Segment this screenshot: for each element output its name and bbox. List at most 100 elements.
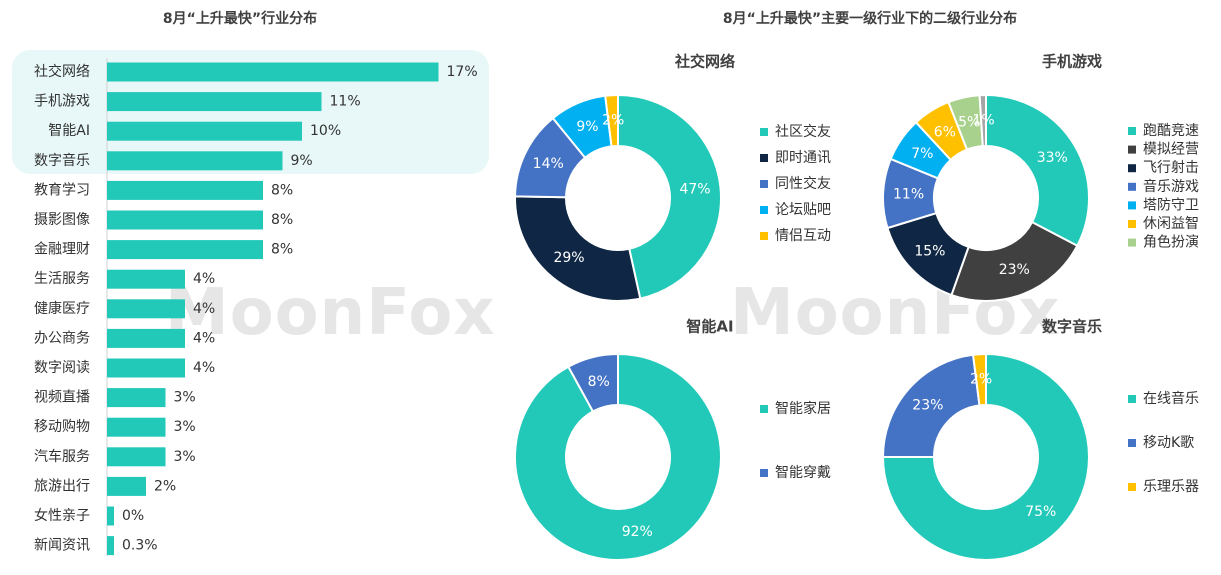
donut-slice bbox=[881, 352, 1090, 561]
donut-slice-label: 2% bbox=[970, 372, 992, 388]
donut-slice-label: 5% bbox=[958, 114, 980, 130]
bar bbox=[107, 269, 185, 289]
bar-value-label: 0.3% bbox=[122, 538, 158, 554]
donut-slice-label: 29% bbox=[553, 250, 584, 266]
legend-label: 同性交友 bbox=[775, 175, 831, 192]
legend-label: 模拟经营 bbox=[1143, 142, 1199, 158]
bar-category-label: 手机游戏 bbox=[34, 94, 90, 110]
bar bbox=[107, 328, 185, 348]
legend-swatch bbox=[1128, 395, 1136, 403]
legend-label: 飞行射击 bbox=[1143, 160, 1199, 176]
bar-category-label: 旅游出行 bbox=[34, 478, 90, 494]
donut-slice-label: 33% bbox=[1037, 150, 1068, 166]
legend-swatch bbox=[1128, 164, 1136, 173]
donut-slice-label: 2% bbox=[602, 113, 624, 129]
bar bbox=[107, 299, 185, 319]
bar-category-label: 社交网络 bbox=[34, 63, 90, 80]
bar-category-label: 数字阅读 bbox=[34, 359, 90, 376]
bar bbox=[107, 536, 114, 556]
donut-slice-label: 1% bbox=[972, 113, 994, 129]
bar-value-label: 3% bbox=[174, 390, 196, 406]
bar bbox=[107, 180, 263, 200]
donut-slice-label: 47% bbox=[679, 182, 710, 198]
donut-slice-label: 15% bbox=[914, 244, 945, 260]
bar bbox=[107, 417, 166, 437]
legend-label: 移动K歌 bbox=[1143, 435, 1194, 451]
bar bbox=[107, 506, 114, 526]
bar-category-label: 金融理财 bbox=[34, 242, 90, 258]
bar-value-label: 3% bbox=[174, 449, 196, 465]
donut-slice-label: 6% bbox=[934, 124, 956, 140]
bar-category-label: 新闻资讯 bbox=[34, 538, 90, 554]
bar bbox=[107, 447, 166, 467]
bar-category-label: 生活服务 bbox=[34, 271, 90, 287]
legend-swatch bbox=[760, 128, 768, 136]
donut-slice-label: 92% bbox=[622, 524, 653, 540]
donut-slice bbox=[950, 220, 1079, 302]
legend-swatch bbox=[1128, 220, 1136, 228]
legend-label: 跑酷竞速 bbox=[1143, 122, 1199, 139]
donut-title: 手机游戏 bbox=[1042, 53, 1102, 71]
bar-category-label: 智能AI bbox=[48, 123, 90, 139]
legend-label: 乐理乐器 bbox=[1143, 479, 1199, 495]
bar bbox=[107, 388, 166, 408]
donut-slice-label: 8% bbox=[588, 374, 610, 390]
bar-value-label: 4% bbox=[193, 271, 215, 287]
donut-slice-label: 7% bbox=[911, 146, 933, 162]
legend-swatch bbox=[760, 154, 768, 162]
donut-title: 社交网络 bbox=[674, 53, 735, 71]
legend-label: 角色扮演 bbox=[1143, 234, 1199, 251]
legend-swatch bbox=[760, 180, 768, 188]
right-chart-title: 8月“上升最快”主要一级行业下的二级行业分布 bbox=[722, 11, 1018, 27]
bar-value-label: 0% bbox=[122, 508, 144, 524]
bar bbox=[107, 92, 322, 112]
bar bbox=[107, 358, 185, 378]
legend-swatch bbox=[1128, 483, 1136, 491]
bar bbox=[107, 476, 146, 496]
legend-label: 即时通讯 bbox=[775, 150, 831, 166]
legend-label: 在线音乐 bbox=[1143, 390, 1199, 407]
legend-swatch bbox=[760, 206, 768, 214]
bar-category-label: 办公商务 bbox=[34, 330, 90, 346]
donut-slice bbox=[514, 195, 642, 302]
legend-swatch bbox=[760, 232, 768, 240]
legend-label: 音乐游戏 bbox=[1143, 178, 1199, 195]
donut-slice bbox=[971, 352, 987, 407]
bar-category-label: 移动购物 bbox=[34, 419, 90, 435]
bar-value-label: 11% bbox=[330, 94, 361, 110]
bar bbox=[107, 240, 263, 260]
bar-value-label: 10% bbox=[310, 123, 341, 139]
donut-slice bbox=[978, 93, 987, 148]
donut-slice bbox=[617, 93, 722, 300]
bar-value-label: 8% bbox=[271, 212, 293, 228]
donut-slice bbox=[604, 93, 619, 148]
donut-slice bbox=[985, 93, 1090, 248]
donut-slice-label: 75% bbox=[1025, 504, 1056, 520]
donut-slice-label: 9% bbox=[576, 119, 598, 135]
bar-category-label: 汽车服务 bbox=[34, 448, 90, 465]
legend-swatch bbox=[1128, 439, 1136, 447]
legend-label: 智能家居 bbox=[775, 400, 831, 417]
legend-label: 情侣互动 bbox=[775, 228, 831, 244]
bar bbox=[107, 121, 302, 141]
donut-slice-label: 11% bbox=[893, 186, 924, 202]
legend-label: 塔防守卫 bbox=[1143, 197, 1199, 213]
donut-slice-label: 23% bbox=[999, 262, 1030, 278]
bar-value-label: 3% bbox=[174, 419, 196, 435]
bar-category-label: 摄影图像 bbox=[34, 212, 90, 228]
donut-slice-label: 14% bbox=[533, 156, 564, 172]
bar-value-label: 9% bbox=[291, 153, 313, 169]
bar bbox=[107, 62, 439, 82]
legend-swatch bbox=[760, 469, 768, 477]
bar-category-label: 教育学习 bbox=[34, 182, 90, 198]
legend-label: 休闲益智 bbox=[1143, 216, 1199, 232]
bar-value-label: 4% bbox=[193, 330, 215, 346]
donut-slice bbox=[514, 352, 722, 561]
donut-slice bbox=[881, 353, 981, 458]
watermark-left: MoonFox bbox=[165, 276, 496, 350]
bar-category-label: 数字音乐 bbox=[34, 152, 90, 169]
bar-value-label: 4% bbox=[193, 360, 215, 376]
legend-label: 社区交友 bbox=[775, 123, 831, 140]
legend-swatch bbox=[1128, 182, 1136, 191]
